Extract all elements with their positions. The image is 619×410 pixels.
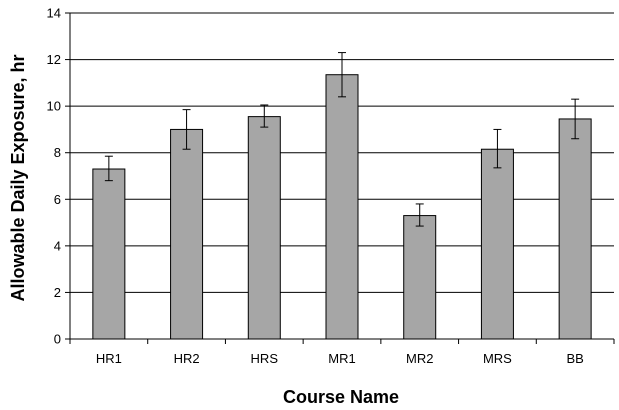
- y-tick-label: 0: [54, 332, 61, 347]
- bar-mr1: [325, 74, 359, 340]
- x-tick-label: BB: [566, 351, 583, 366]
- bar-hr2: [170, 128, 204, 340]
- x-tick-label: HR2: [174, 351, 200, 366]
- x-tick-label: MR2: [406, 351, 433, 366]
- y-tick-label: 6: [54, 192, 61, 207]
- y-tick-label: 12: [47, 52, 61, 67]
- y-tick-label: 4: [54, 238, 61, 253]
- y-tick-label: 2: [54, 285, 61, 300]
- bars: [92, 74, 592, 340]
- axes: [65, 12, 615, 344]
- error-bars: [104, 52, 580, 227]
- x-tick-label: MR1: [328, 351, 355, 366]
- bar-mr2: [403, 215, 437, 340]
- x-tick-label: HRS: [251, 351, 279, 366]
- bar-bb: [558, 118, 592, 340]
- bar-mrs: [480, 148, 514, 340]
- x-axis-title: Course Name: [283, 387, 399, 407]
- bar-hrs: [247, 116, 281, 340]
- x-tick-label: HR1: [96, 351, 122, 366]
- tick-labels: 0 2 4 6 8 10 12 14 HR1 HR2 HRS MR1 MR2 MRS BB: [47, 6, 584, 367]
- y-tick-label: 10: [47, 99, 61, 114]
- bar-hr1: [92, 168, 126, 340]
- x-tick-label: MRS: [483, 351, 512, 366]
- y-axis-title: Allowable Daily Exposure, hr: [8, 54, 28, 301]
- y-tick-label: 14: [47, 6, 61, 21]
- y-tick-label: 8: [54, 145, 61, 160]
